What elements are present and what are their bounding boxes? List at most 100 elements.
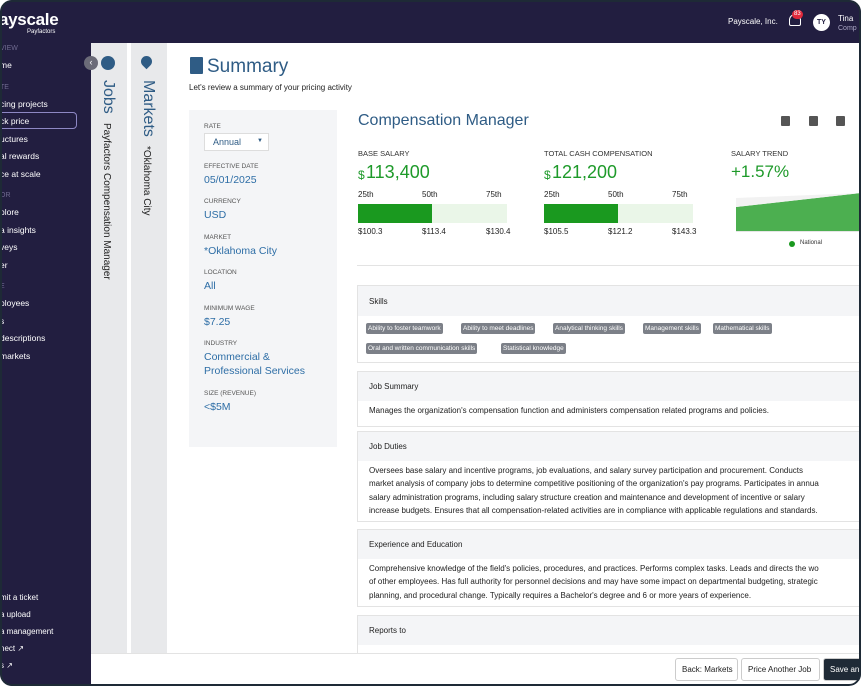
logo: ayscale [0, 10, 59, 29]
avatar[interactable]: TY [813, 14, 830, 31]
box-header [358, 432, 861, 461]
tab-column [131, 43, 167, 653]
percentile-label: 25th [544, 190, 560, 199]
skill-tag: Oral and written communication skills [366, 343, 478, 354]
filter-label: LOCATION [204, 269, 237, 276]
nav-link[interactable]: nect ↗ [0, 644, 25, 653]
filter-value: *Oklahoma City [204, 245, 277, 257]
pay-currency: $ [544, 168, 551, 182]
company-name[interactable]: Payscale, Inc. [728, 17, 778, 26]
section-text: Oversees base salary and incentive progr… [369, 466, 804, 475]
box-header [358, 286, 861, 316]
nav-item[interactable]: er [0, 259, 8, 270]
summary-subtitle: Let's review a summary of your pricing a… [189, 83, 352, 92]
filter-value: $7.25 [204, 316, 231, 328]
percentile-label: 75th [672, 190, 688, 199]
filters-panel [189, 110, 337, 447]
tab-title[interactable]: Jobs [100, 80, 117, 114]
nav-item[interactable]: uctures [0, 133, 28, 144]
box-header [358, 372, 861, 401]
nav-item[interactable]: plore [0, 207, 19, 217]
nav-section-title: VIEW [0, 45, 18, 52]
range-bar-fill [544, 204, 618, 223]
footer-button[interactable]: Back: Markets [675, 658, 738, 681]
action-icon[interactable] [809, 116, 818, 126]
box-title: Job Summary [369, 382, 419, 391]
nav-item[interactable]: ck price [0, 116, 30, 126]
percentile-amount: $105.5 [544, 227, 569, 236]
nav-item[interactable]: descriptions [0, 333, 46, 343]
percentile-label: 50th [422, 190, 438, 199]
nav-item[interactable]: s [0, 315, 5, 326]
nav-link[interactable]: a management [0, 627, 54, 636]
action-icon[interactable] [836, 116, 845, 126]
nav-link[interactable]: s ↗ [0, 661, 13, 670]
box-header [358, 616, 861, 645]
pay-label: BASE SALARY [358, 149, 410, 158]
percentile-amount: $100.3 [358, 227, 383, 236]
section-box [357, 371, 861, 427]
box-title: Job Duties [369, 442, 407, 451]
nav-link[interactable]: a upload [0, 610, 31, 619]
collapse-button[interactable]: ‹ [84, 56, 98, 70]
dropdown-arrow: ▼ [257, 138, 263, 144]
legend-dot [789, 241, 795, 247]
section-box [357, 431, 861, 522]
section-text: increase budgets. Ensures that all compe… [369, 505, 818, 515]
top-bar [0, 0, 861, 43]
nav-item[interactable]: me [0, 60, 12, 70]
skill-tag: Analytical thinking skills [553, 323, 625, 334]
footer-button[interactable]: Price Another Job [741, 658, 820, 681]
rate-value: Annual [213, 137, 242, 147]
nav-item[interactable]: a insights [0, 224, 36, 235]
percentile-label: 50th [608, 190, 624, 199]
percentile-label: 75th [486, 190, 502, 199]
pay-label: TOTAL CASH COMPENSATION [544, 149, 653, 158]
footer-button[interactable]: Save an [823, 658, 861, 681]
trend-value: +1.57% [731, 162, 790, 181]
filter-value: All [204, 280, 216, 292]
filter-label: MINIMUM WAGE [204, 305, 255, 312]
section-text: Comprehensive knowledge of the field's p… [369, 564, 819, 573]
sidebar [0, 43, 91, 686]
box-header [358, 530, 861, 559]
user-role: Comp [838, 25, 857, 32]
tab-title[interactable]: Markets [140, 80, 157, 137]
action-icon[interactable] [781, 116, 790, 126]
skill-tag: Ability to meet deadlines [461, 323, 536, 334]
nav-section-title: TE [0, 83, 9, 91]
nav-item[interactable]: ployees [0, 298, 30, 308]
nav-item[interactable]: ce at scale [0, 168, 41, 179]
box-title: Experience and Education [369, 540, 463, 549]
box-title: Reports to [369, 626, 406, 635]
nav-item[interactable]: veys [0, 242, 18, 252]
section-text: market analysis of company jobs to deter… [369, 479, 819, 489]
nav-item[interactable]: cing projects [0, 98, 48, 109]
skill-tag: Mathematical skills [713, 323, 772, 334]
filter-label: MARKET [204, 234, 232, 241]
skill-tag: Statistical knowledge [501, 343, 566, 354]
divider [357, 265, 861, 266]
pay-value: 121,200 [552, 162, 618, 182]
rate-dropdown[interactable]: Annual ▼ [204, 133, 269, 151]
logo-sub: Payfactors [27, 29, 56, 35]
tab-column [91, 43, 127, 653]
nav-link[interactable]: mit a ticket [0, 593, 39, 602]
nav-section-title: E [0, 283, 5, 290]
trend-label: SALARY TREND [731, 149, 789, 158]
percentile-amount: $143.3 [672, 227, 697, 236]
filter-value: Commercial & Professional Services [204, 351, 305, 377]
summary-icon [190, 57, 203, 74]
jobs-icon [101, 56, 115, 70]
nav-item[interactable]: markets [0, 350, 31, 361]
nav-active-outline [0, 112, 77, 129]
range-bar-fill [358, 204, 432, 223]
nav-section-title: OR [0, 192, 11, 199]
filter-label: INDUSTRY [204, 340, 238, 347]
nav-item[interactable]: al rewards [0, 151, 40, 161]
legend-label: National [800, 240, 823, 246]
filter-label: RATE [204, 123, 221, 130]
percentile-amount: $121.2 [608, 227, 633, 236]
filter-value: USD [204, 209, 227, 221]
